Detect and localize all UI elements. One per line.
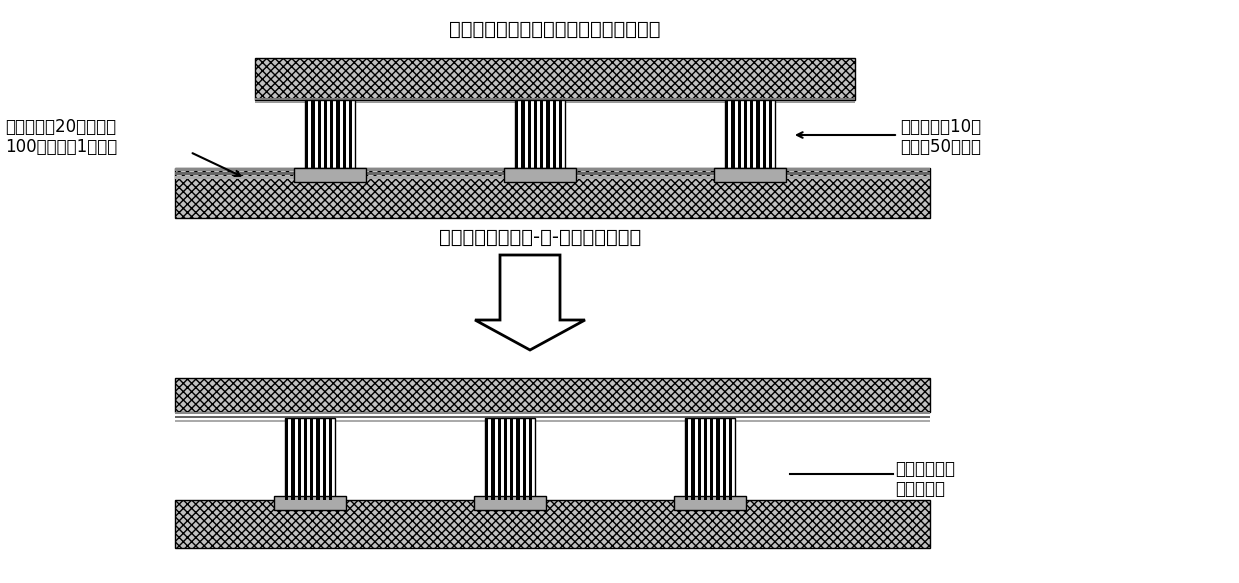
Bar	[285, 418, 335, 500]
Bar	[285, 418, 289, 500]
Bar	[704, 418, 707, 500]
Bar	[322, 418, 326, 500]
Bar	[731, 100, 735, 168]
Polygon shape	[475, 255, 585, 350]
Bar	[294, 168, 366, 182]
Bar	[725, 100, 729, 168]
Bar	[756, 100, 760, 168]
Bar	[255, 58, 855, 100]
Bar	[529, 418, 533, 500]
Text: 纳米管凸点: 纳米管凸点	[895, 480, 945, 498]
Bar	[291, 418, 295, 500]
Bar	[559, 100, 563, 168]
Bar	[743, 100, 747, 168]
Bar	[504, 168, 576, 182]
Bar	[710, 418, 714, 500]
Bar	[685, 418, 689, 500]
Bar	[175, 416, 930, 418]
Text: 100纳米金，1微米铟: 100纳米金，1微米铟	[5, 138, 118, 156]
Bar	[175, 412, 930, 414]
Bar	[342, 100, 346, 168]
Bar	[768, 100, 772, 168]
Bar	[674, 496, 746, 510]
Text: 转印过后的碳: 转印过后的碳	[895, 460, 955, 478]
Bar	[737, 100, 741, 168]
Bar	[304, 418, 307, 500]
Text: 载有金属化后的碳纳米管凸点的初始硅片: 载有金属化后的碳纳米管凸点的初始硅片	[450, 20, 660, 39]
Bar	[175, 168, 930, 218]
Bar	[336, 100, 339, 168]
Bar	[523, 418, 525, 500]
Text: 由内往外：10纳: 由内往外：10纳	[900, 118, 981, 136]
Text: 由下往上：20纳米钛，: 由下往上：20纳米钛，	[5, 118, 116, 136]
Bar	[255, 98, 855, 100]
Bar	[330, 100, 333, 168]
Bar	[175, 172, 930, 175]
Bar	[722, 418, 726, 500]
Bar	[175, 500, 930, 548]
Bar	[534, 100, 538, 168]
Bar	[498, 418, 501, 500]
Bar	[175, 420, 930, 422]
Bar	[175, 378, 930, 412]
Bar	[510, 418, 513, 500]
Bar	[305, 100, 309, 168]
Bar	[475, 496, 546, 510]
Bar	[716, 418, 720, 500]
Bar	[750, 100, 753, 168]
Bar	[255, 101, 855, 103]
Bar	[316, 418, 320, 500]
Bar	[504, 418, 507, 500]
Bar	[714, 168, 786, 182]
Bar	[323, 100, 327, 168]
Bar	[553, 100, 556, 168]
Bar	[274, 496, 346, 510]
Bar	[310, 418, 313, 500]
Bar	[725, 100, 776, 168]
Bar	[528, 100, 532, 168]
Bar	[546, 100, 550, 168]
Bar	[729, 418, 732, 500]
Text: 米钛，50纳米金: 米钛，50纳米金	[900, 138, 981, 156]
Bar	[297, 418, 301, 500]
Bar	[685, 418, 735, 500]
Bar	[540, 100, 544, 168]
Bar	[348, 100, 352, 168]
Bar	[484, 418, 488, 500]
Bar	[175, 168, 930, 171]
Bar	[698, 418, 701, 500]
Bar	[317, 100, 321, 168]
Bar	[175, 176, 930, 179]
Bar	[762, 100, 766, 168]
Text: 带有电路图形的钛-金-铟转印目标硅片: 带有电路图形的钛-金-铟转印目标硅片	[439, 228, 641, 247]
Bar	[305, 100, 356, 168]
Bar	[691, 418, 695, 500]
Bar	[311, 100, 315, 168]
Bar	[328, 418, 332, 500]
Bar	[515, 100, 565, 168]
Bar	[491, 418, 494, 500]
Bar	[522, 100, 524, 168]
Bar	[484, 418, 535, 500]
Bar	[515, 100, 518, 168]
Bar	[517, 418, 519, 500]
